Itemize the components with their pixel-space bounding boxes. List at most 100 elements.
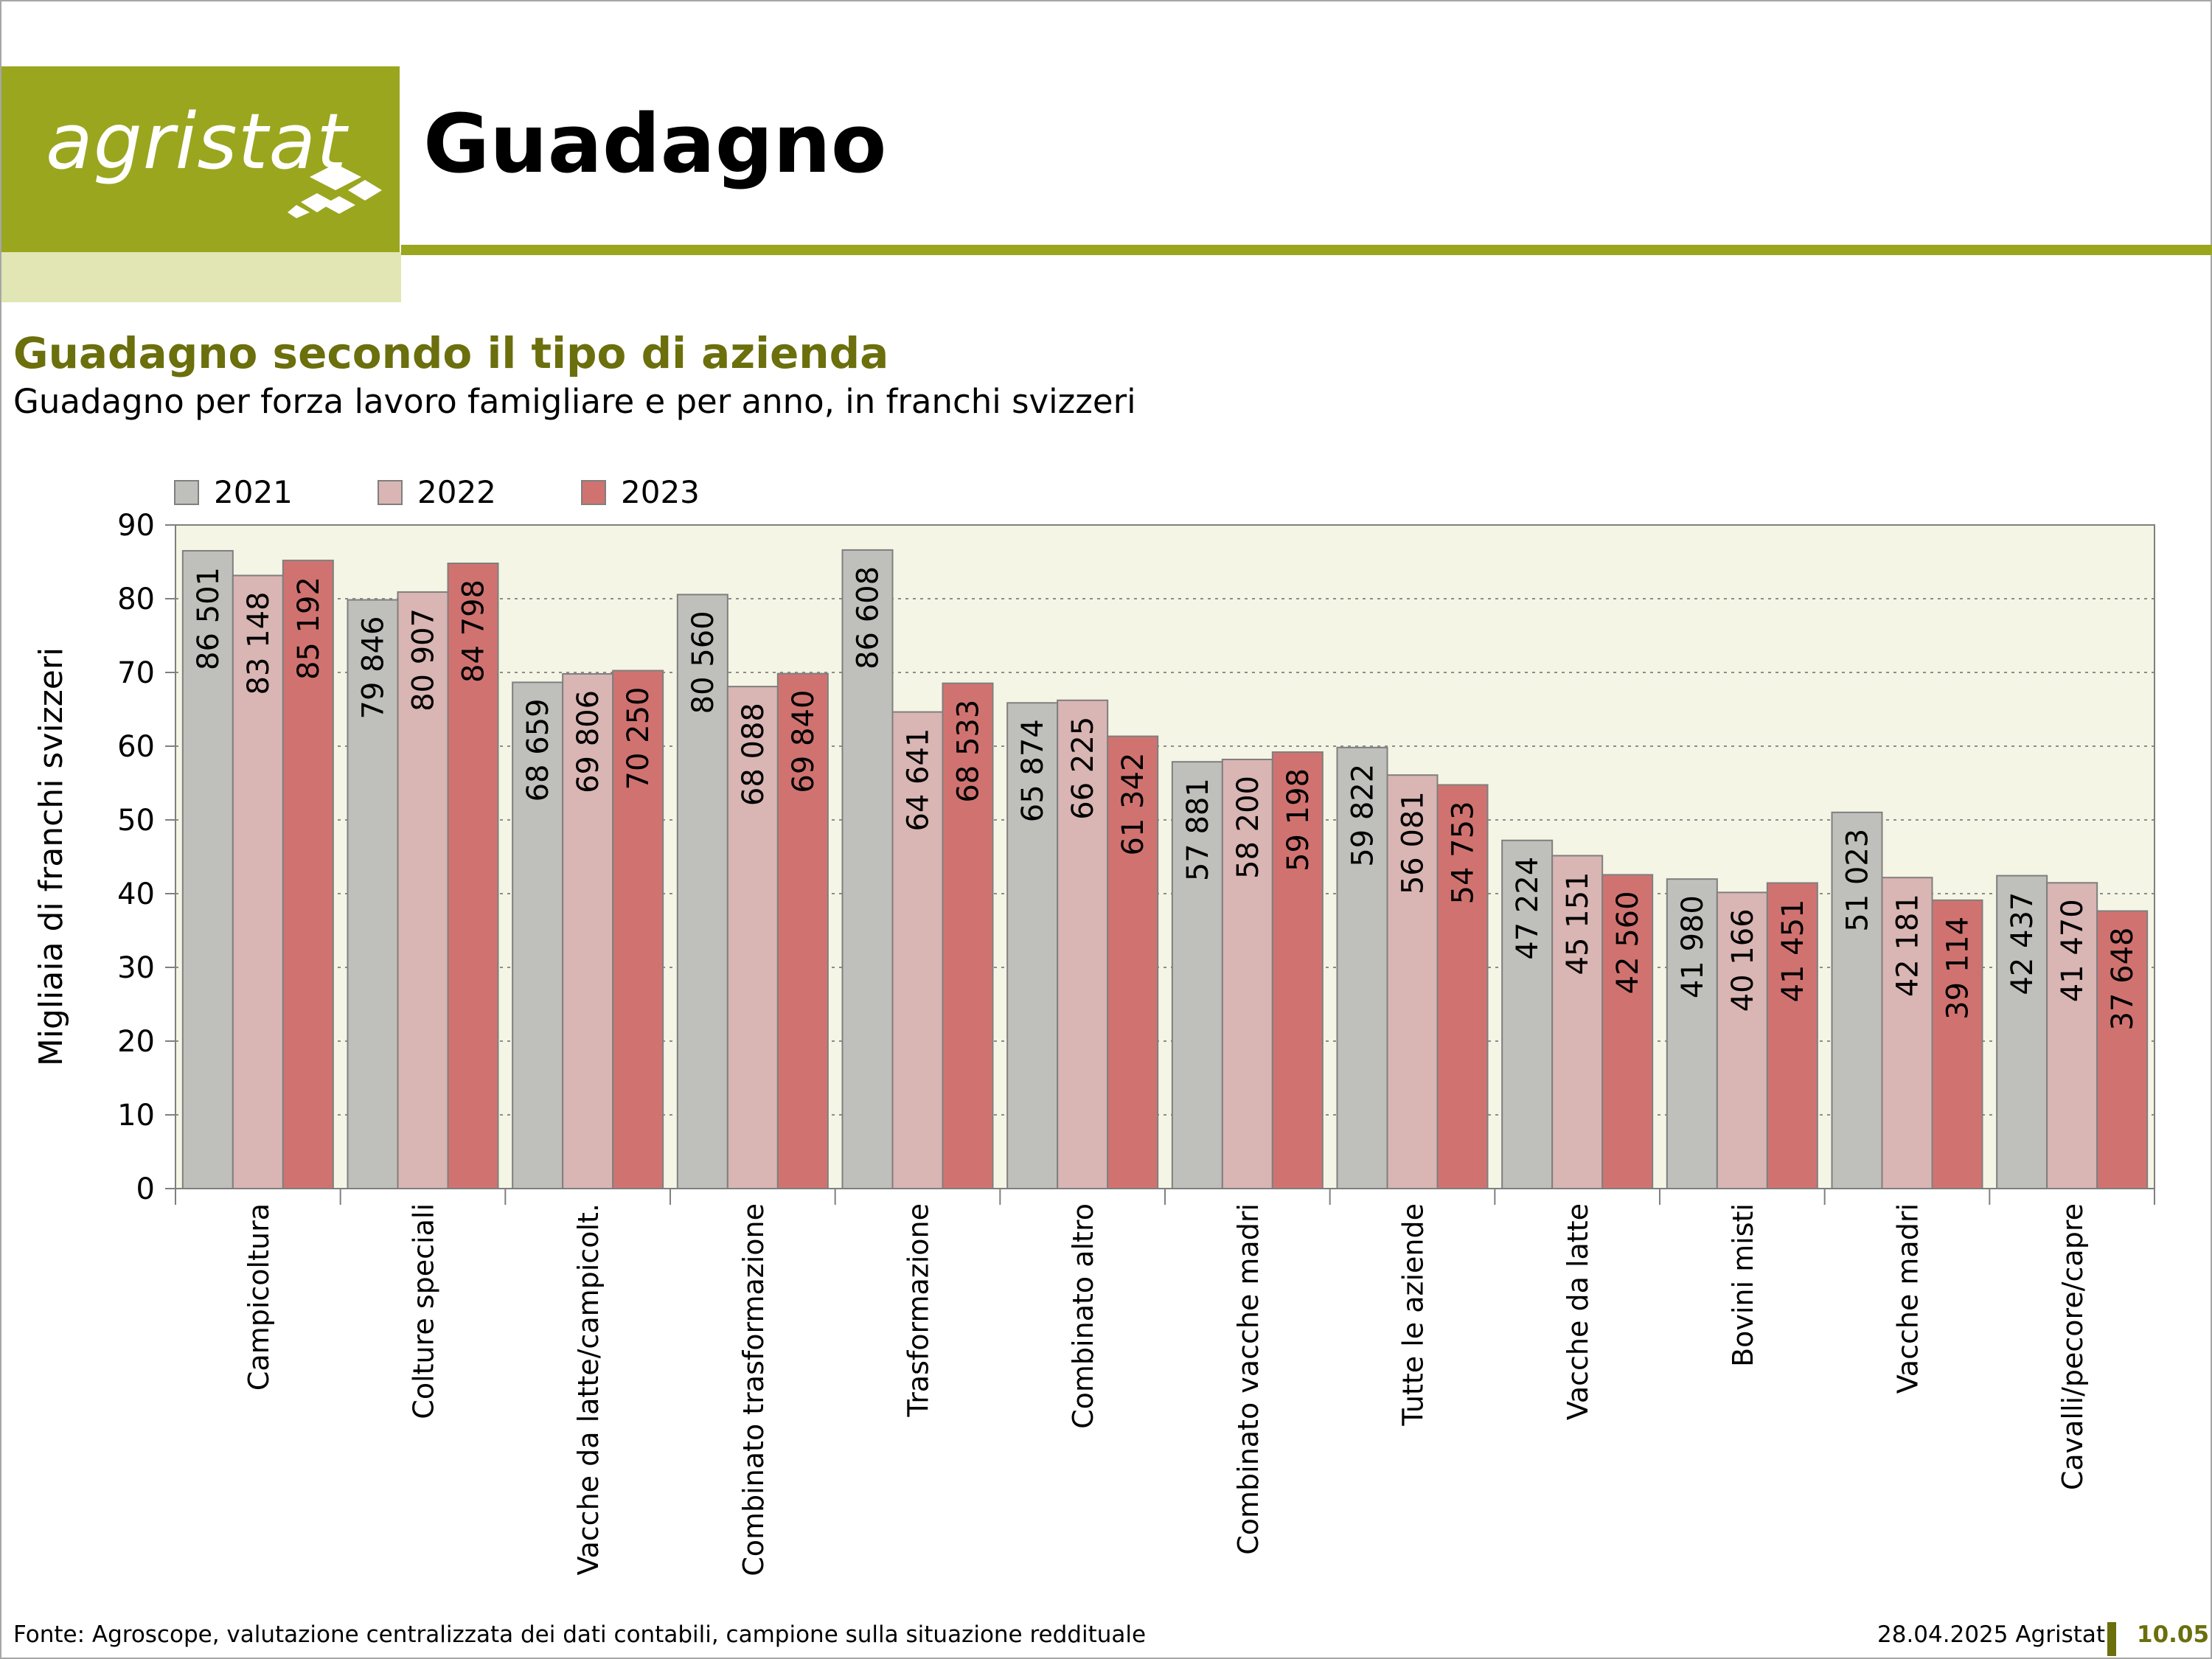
chart-title: Guadagno secondo il tipo di azienda <box>13 328 889 378</box>
bar-value-label: 41 451 <box>1776 899 1810 1002</box>
bar-2021 <box>1006 702 1059 1189</box>
legend-item-2021: 2021 <box>174 472 293 513</box>
y-tick-label: 20 <box>117 1025 155 1059</box>
bar-2021 <box>347 599 399 1189</box>
bar-value-label: 86 501 <box>192 567 226 670</box>
bar-value-label: 68 088 <box>737 703 771 806</box>
bar-value-label: 39 114 <box>1941 917 1975 1020</box>
bar-2022 <box>1551 855 1604 1189</box>
bar-value-label: 85 192 <box>292 577 326 680</box>
bar-2023 <box>1436 784 1489 1189</box>
legend-label-2022: 2022 <box>417 474 496 510</box>
bar-value-label: 68 533 <box>952 700 986 803</box>
bar-value-label: 45 151 <box>1561 872 1595 975</box>
bar-value-label: 42 560 <box>1611 891 1645 994</box>
bar-value-label: 80 560 <box>686 611 720 714</box>
bar-2023 <box>1931 899 1983 1189</box>
footer-divider <box>2107 1622 2116 1656</box>
chart-subtitle: Guadagno per forza lavoro famigliare e p… <box>13 382 1136 421</box>
x-tick-label: Combinato trasformazione <box>737 1203 770 1576</box>
bar-value-label: 42 437 <box>2006 892 2039 995</box>
x-tick-label: Vacche da latte <box>1562 1203 1594 1420</box>
legend-swatch-2023 <box>581 480 606 505</box>
bar-value-label: 64 641 <box>902 728 936 832</box>
bar-2023 <box>1601 874 1654 1190</box>
bar-2023 <box>776 672 829 1189</box>
page-title: Guadagno <box>423 97 887 191</box>
bar-value-label: 41 470 <box>2056 899 2090 1002</box>
bar-chart: 0 10 20 30 40 50 60 70 80 90 Migliaia di franchi s… <box>32 509 2155 1576</box>
bar-value-label: 86 608 <box>852 566 886 669</box>
legend-label-2021: 2021 <box>214 474 293 510</box>
footer-page-number: 10.05 <box>2137 1621 2210 1648</box>
header-rule <box>401 245 2212 255</box>
bar-value-label: 54 753 <box>1447 801 1481 904</box>
bar-value-label: 79 846 <box>357 616 391 720</box>
x-tick-label: Cavalli/pecore/capre <box>2056 1203 2089 1490</box>
y-axis-label: Migliaia di franchi svizzeri <box>32 647 70 1066</box>
bar-value-label: 61 342 <box>1116 753 1150 856</box>
bar-2022 <box>2046 882 2098 1190</box>
bar-value-label: 40 166 <box>1726 908 1760 1012</box>
x-tick-label: Bovini misti <box>1727 1203 1759 1367</box>
y-tick-label: 70 <box>117 656 155 690</box>
bar-value-label: 41 980 <box>1676 895 1710 998</box>
x-tick-label: Combinato altro <box>1067 1203 1099 1429</box>
bar-value-label: 59 198 <box>1281 768 1315 872</box>
footer-date: 28.04.2025 Agristat <box>1877 1621 2106 1648</box>
y-tick-label: 40 <box>117 877 155 911</box>
y-tick-label: 30 <box>117 951 155 985</box>
bar-value-label: 42 181 <box>1891 894 1925 997</box>
legend-item-2022: 2022 <box>378 472 496 513</box>
x-tick-label: Tutte le aziende <box>1397 1203 1430 1427</box>
x-tick-label: Campicoltura <box>243 1203 275 1391</box>
bar-2022 <box>1386 774 1439 1189</box>
bar-2021 <box>1336 746 1388 1189</box>
x-tick-label: Colture speciali <box>408 1203 440 1419</box>
bar-value-label: 70 250 <box>622 687 655 790</box>
logo-text: agristat <box>46 97 347 187</box>
logo-block <box>1 66 400 252</box>
bar-2021 <box>841 549 894 1189</box>
x-tick-label: Vacche da latte/campicolt. <box>572 1203 605 1576</box>
bar-value-label: 56 081 <box>1397 791 1430 894</box>
bar-2021 <box>181 549 234 1189</box>
plot-area <box>175 525 2154 1189</box>
bar-value-label: 84 798 <box>457 580 491 683</box>
bar-value-label: 68 659 <box>521 698 555 801</box>
x-tick-label: Trasformazione <box>902 1203 935 1417</box>
y-tick-label: 60 <box>117 730 155 764</box>
y-tick-label: 80 <box>117 582 155 616</box>
bar-2023 <box>1271 751 1324 1189</box>
y-tick-label: 10 <box>117 1099 155 1133</box>
y-tick-label: 50 <box>117 804 155 838</box>
bar-2021 <box>1501 839 1554 1189</box>
bar-2023 <box>942 682 994 1189</box>
bar-value-label: 80 907 <box>407 608 441 712</box>
x-tick-label: Vacche madri <box>1892 1203 1924 1394</box>
bar-value-label: 65 874 <box>1016 719 1050 822</box>
y-tick-label: 90 <box>117 509 155 543</box>
bar-value-label: 59 822 <box>1346 764 1380 867</box>
y-tick-label: 0 <box>136 1172 155 1206</box>
bar-value-label: 37 648 <box>2106 928 2140 1031</box>
bar-2021 <box>1831 811 1883 1190</box>
legend-label-2023: 2023 <box>621 474 700 510</box>
bar-value-label: 47 224 <box>1511 857 1545 960</box>
bar-value-label: 69 806 <box>571 690 605 793</box>
footer-source: Fonte: Agroscope, valutazione centralizz… <box>13 1621 1147 1648</box>
bar-value-label: 66 225 <box>1066 717 1100 820</box>
bar-2022 <box>232 574 284 1189</box>
bar-value-label: 83 148 <box>242 592 276 695</box>
bar-2021 <box>1996 874 2048 1189</box>
bar-value-label: 51 023 <box>1841 829 1875 932</box>
legend-item-2023: 2023 <box>581 472 700 513</box>
bar-value-label: 57 881 <box>1181 778 1215 881</box>
bar-2023 <box>612 669 664 1189</box>
logo-mark-icon <box>288 164 382 218</box>
legend-swatch-2022 <box>378 480 403 505</box>
bar-2021 <box>1171 761 1223 1189</box>
bar-2022 <box>726 686 779 1189</box>
bar-value-label: 69 840 <box>787 690 821 793</box>
